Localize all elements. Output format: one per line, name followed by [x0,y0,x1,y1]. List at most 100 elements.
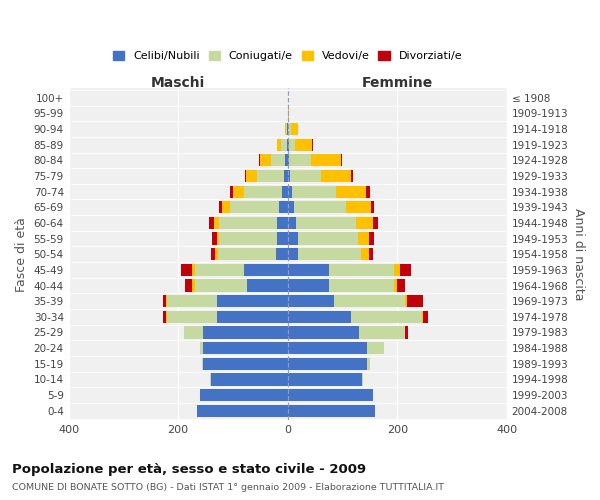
Bar [356,217,373,229]
Bar [290,170,320,182]
Bar [298,232,358,244]
Bar [286,123,287,135]
Bar [163,295,166,308]
Text: COMUNE DI BONATE SOTTO (BG) - Dati ISTAT 1° gennaio 2009 - Elaborazione TUTTITAL: COMUNE DI BONATE SOTTO (BG) - Dati ISTAT… [12,484,444,492]
Bar [367,358,370,370]
Bar [184,326,203,338]
Text: Popolazione per età, sesso e stato civile - 2009: Popolazione per età, sesso e stato civil… [12,462,366,475]
Bar [394,264,400,276]
Bar [259,154,260,166]
Bar [292,186,336,198]
Bar [217,310,287,323]
Bar [346,201,371,213]
Bar [287,280,329,291]
Bar [200,389,287,401]
Bar [217,232,219,244]
Bar [181,264,192,276]
Bar [217,295,287,308]
Bar [230,201,280,213]
Text: Maschi: Maschi [151,76,205,90]
Bar [371,201,374,213]
Bar [281,138,287,151]
Bar [288,123,291,135]
Bar [230,186,233,198]
Bar [285,154,287,166]
Bar [287,248,298,260]
Bar [167,295,217,308]
Bar [282,186,287,198]
Bar [194,280,247,291]
Bar [166,310,167,323]
Bar [287,374,362,386]
Bar [244,264,287,276]
Legend: Celibi/Nubili, Coniugati/e, Vedovi/e, Divorziati/e: Celibi/Nubili, Coniugati/e, Vedovi/e, Di… [110,48,466,64]
Bar [219,201,222,213]
Bar [312,138,313,151]
Bar [341,154,343,166]
Bar [287,154,289,166]
Bar [361,248,369,260]
Bar [287,138,289,151]
Bar [407,295,423,308]
Bar [287,342,367,354]
Bar [336,186,366,198]
Bar [394,280,397,291]
Bar [233,186,244,198]
Text: Femmine: Femmine [362,76,433,90]
Bar [373,217,378,229]
Bar [222,201,230,213]
Bar [246,170,257,182]
Bar [214,217,219,229]
Bar [218,248,275,260]
Bar [280,201,287,213]
Bar [203,358,287,370]
Bar [369,248,373,260]
Bar [369,232,374,244]
Bar [215,248,218,260]
Bar [294,201,346,213]
Bar [197,404,287,417]
Bar [350,170,353,182]
Bar [284,170,287,182]
Bar [163,310,166,323]
Bar [277,217,287,229]
Bar [295,138,312,151]
Bar [247,280,287,291]
Bar [362,374,363,386]
Bar [192,280,194,291]
Bar [289,154,311,166]
Bar [287,295,334,308]
Bar [202,358,203,370]
Bar [350,310,422,323]
Bar [296,217,356,229]
Bar [287,310,350,323]
Bar [277,232,287,244]
Bar [203,342,287,354]
Bar [358,232,369,244]
Bar [211,248,215,260]
Bar [287,326,359,338]
Bar [219,232,277,244]
Bar [289,138,295,151]
Bar [422,310,423,323]
Bar [200,342,203,354]
Bar [359,326,406,338]
Bar [287,232,298,244]
Bar [287,170,290,182]
Bar [329,280,394,291]
Bar [260,154,271,166]
Bar [366,186,370,198]
Bar [194,264,244,276]
Bar [320,170,350,182]
Bar [219,217,277,229]
Bar [277,138,281,151]
Bar [287,217,296,229]
Bar [397,280,406,291]
Bar [288,108,289,120]
Bar [185,280,192,291]
Bar [245,170,246,182]
Bar [367,342,383,354]
Bar [271,154,285,166]
Bar [211,374,287,386]
Bar [285,123,286,135]
